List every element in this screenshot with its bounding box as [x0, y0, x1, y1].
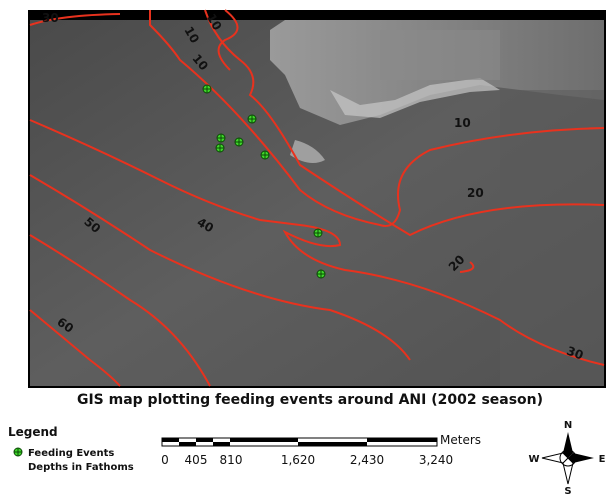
legend-item: Feeding Events [28, 448, 114, 459]
scale-label: 2,430 [350, 453, 384, 467]
feeding-event [234, 137, 244, 147]
contour-label: 30 [42, 11, 59, 25]
scale-bar: Meters 0 405 810 1,620 2,430 3,240 [161, 433, 481, 467]
feeding-event [216, 133, 226, 143]
contour-label: 10 [454, 116, 471, 130]
feeding-event [247, 114, 257, 124]
scale-label: 3,240 [419, 453, 453, 467]
feeding-event [316, 269, 326, 279]
feeding-event [313, 228, 323, 238]
compass-label: W [528, 454, 539, 465]
map-title: GIS map plotting feeding events around A… [77, 392, 543, 408]
scale-label: 1,620 [281, 453, 315, 467]
feeding-event [260, 150, 270, 160]
contours [29, 9, 605, 387]
compass-label: S [564, 486, 571, 497]
scale-label: 0 [161, 453, 169, 467]
map-image [28, 10, 606, 388]
scale-unit: Meters [440, 433, 481, 447]
feeding-event [215, 143, 225, 153]
compass-label: E [599, 454, 606, 465]
contour-label: 30 [565, 344, 585, 363]
contour-labels: 30 10 10 10 10 20 20 30 40 50 60 [42, 11, 585, 362]
contour-label: 20 [467, 186, 484, 200]
compass-label: N [564, 420, 572, 431]
compass: N S E W [528, 420, 605, 497]
legend-item: Depths in Fathoms [28, 462, 134, 473]
legend: Legend Feeding Events Depths in Fathoms [8, 425, 134, 473]
feeding-event [202, 84, 212, 94]
scale-label: 405 [185, 453, 208, 467]
scale-label: 810 [220, 453, 243, 467]
feeding-events [202, 84, 326, 279]
legend-title: Legend [8, 425, 58, 439]
